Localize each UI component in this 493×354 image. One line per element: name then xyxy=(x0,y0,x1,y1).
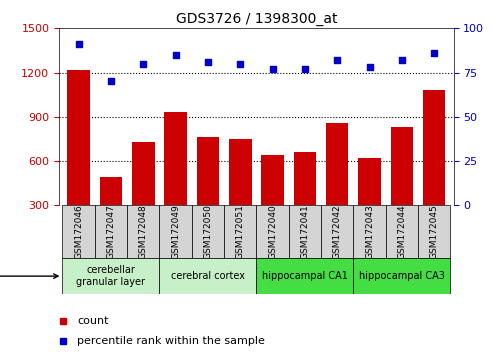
Text: GSM172047: GSM172047 xyxy=(106,205,115,259)
Text: hippocampal CA1: hippocampal CA1 xyxy=(262,271,348,281)
Bar xyxy=(229,139,251,250)
Bar xyxy=(423,90,446,250)
Text: cerebral cortex: cerebral cortex xyxy=(171,271,245,281)
Text: GSM172041: GSM172041 xyxy=(300,205,309,259)
Bar xyxy=(132,142,154,250)
Bar xyxy=(256,258,353,294)
Bar xyxy=(358,158,381,250)
Text: GSM172045: GSM172045 xyxy=(430,205,439,259)
Text: tissue: tissue xyxy=(0,271,58,281)
Bar xyxy=(159,258,256,294)
Point xyxy=(204,59,212,65)
Bar xyxy=(197,137,219,250)
Point xyxy=(236,61,244,67)
Point xyxy=(430,50,438,56)
Text: hippocampal CA3: hippocampal CA3 xyxy=(359,271,445,281)
Bar xyxy=(127,205,159,258)
Bar xyxy=(224,205,256,258)
Bar xyxy=(293,152,316,250)
Bar xyxy=(95,205,127,258)
Point xyxy=(333,57,341,63)
Text: GSM172042: GSM172042 xyxy=(333,205,342,259)
Bar xyxy=(164,113,187,250)
Text: GSM172044: GSM172044 xyxy=(397,205,406,259)
Bar xyxy=(418,205,450,258)
Bar xyxy=(67,70,90,250)
Point xyxy=(398,57,406,63)
Bar xyxy=(159,205,192,258)
Bar xyxy=(63,205,95,258)
Bar xyxy=(261,155,284,250)
Bar xyxy=(63,258,159,294)
Point xyxy=(366,64,374,70)
Point xyxy=(269,66,277,72)
Bar xyxy=(390,127,413,250)
Text: cerebellar
granular layer: cerebellar granular layer xyxy=(76,265,145,287)
Text: GSM172040: GSM172040 xyxy=(268,205,277,259)
Text: percentile rank within the sample: percentile rank within the sample xyxy=(77,336,265,346)
Text: count: count xyxy=(77,316,108,326)
Point xyxy=(74,41,82,47)
Bar xyxy=(353,205,386,258)
Point xyxy=(139,61,147,67)
Bar xyxy=(192,205,224,258)
Bar xyxy=(386,205,418,258)
Text: GSM172050: GSM172050 xyxy=(204,204,212,259)
Text: GSM172048: GSM172048 xyxy=(139,205,148,259)
Bar xyxy=(256,205,289,258)
Bar xyxy=(289,205,321,258)
Text: GSM172049: GSM172049 xyxy=(171,205,180,259)
Bar xyxy=(100,177,122,250)
Text: GSM172043: GSM172043 xyxy=(365,205,374,259)
Title: GDS3726 / 1398300_at: GDS3726 / 1398300_at xyxy=(176,12,337,26)
Text: GSM172046: GSM172046 xyxy=(74,205,83,259)
Point xyxy=(172,52,179,58)
Text: GSM172051: GSM172051 xyxy=(236,204,245,259)
Bar xyxy=(353,258,450,294)
Point xyxy=(107,79,115,84)
Bar xyxy=(326,123,349,250)
Bar xyxy=(321,205,353,258)
Point xyxy=(301,66,309,72)
